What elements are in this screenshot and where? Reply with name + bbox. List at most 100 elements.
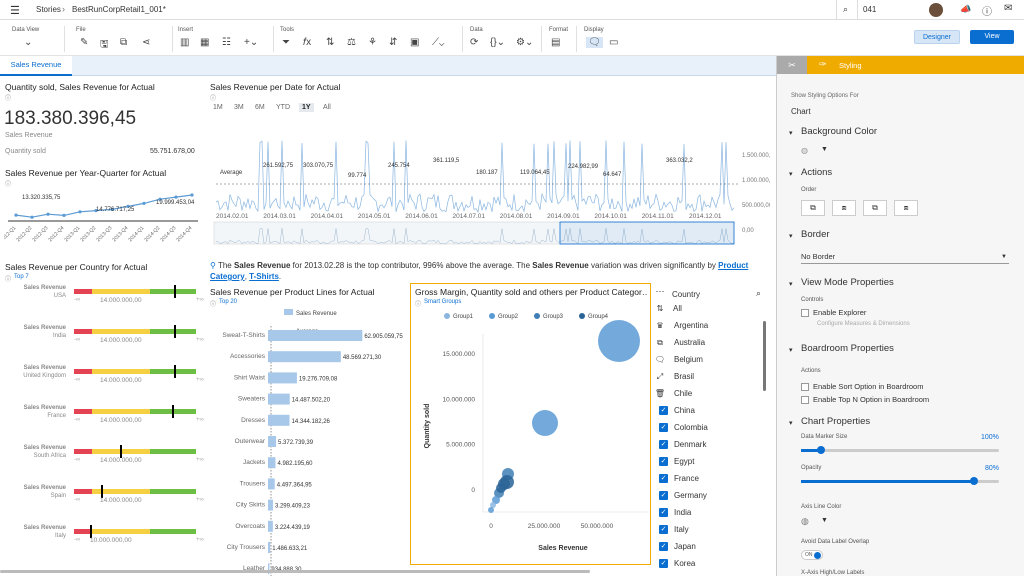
checkbox-checked-icon[interactable]: ✓ [659,559,668,569]
navigator-selection[interactable] [559,221,735,245]
input-control-icon[interactable]: ☷ [222,37,231,48]
topn-option-checkbox[interactable]: Enable Top N Option in Boardroom [801,395,929,405]
checkbox-checked-icon[interactable]: ✓ [659,440,668,450]
styling-tab[interactable]: ✑ Styling [807,56,1024,74]
notifications-icon[interactable]: ✉ [1004,3,1013,14]
data-settings-icon[interactable]: ⚙⌄ [516,37,534,48]
scrollbar[interactable] [763,321,766,391]
bar[interactable] [268,330,363,341]
section-actions[interactable]: Actions [801,167,833,178]
filter-item[interactable]: ✓ Japan [659,542,696,552]
collapse-icon[interactable]: ▾ [789,171,793,178]
range-button-1y[interactable]: 1Y [299,103,314,112]
sort-option-checkbox[interactable]: Enable Sort Option in Boardroom [801,382,923,392]
filter-item[interactable]: Brasil [659,372,694,381]
share-icon[interactable]: ⋖ [142,37,151,48]
bar[interactable] [268,542,271,553]
filter-item[interactable]: ✓ Colombia [659,423,708,433]
copy-icon[interactable]: ⧉ [120,37,128,48]
search-icon[interactable]: ⌕ [756,288,762,298]
filter-item[interactable]: ✓ Egypt [659,457,694,467]
filter-item[interactable]: Chile [659,389,692,398]
send-backward-icon[interactable]: ⧉ [863,200,887,216]
avoid-overlap-toggle[interactable]: ON [801,550,823,560]
image-icon[interactable]: ▣ [410,37,420,48]
comment-menu-icon[interactable]: 🗨 [654,355,666,364]
filter-item[interactable]: Argentina [659,321,708,330]
filter-item[interactable]: ✓ Italy [659,525,689,535]
bubble[interactable] [492,496,500,504]
formula-icon[interactable]: 𝑓x [303,37,312,48]
collapse-icon[interactable]: ▾ [789,281,793,288]
range-button-1m[interactable]: 1M [213,104,223,111]
section-view-mode[interactable]: View Mode Properties [801,277,894,288]
insight-link-dimension[interactable]: Product Category [210,261,749,281]
bar[interactable] [268,351,341,363]
sort-menu-icon[interactable]: ⇅ [656,304,664,313]
bar[interactable] [268,499,273,511]
range-button-3m[interactable]: 3M [234,104,244,111]
bar[interactable] [268,393,290,405]
filter-item-all[interactable]: All [673,304,682,313]
format-icon[interactable]: ▤ [551,37,561,48]
refresh-icon[interactable]: ⟳ [470,37,479,48]
sort-icon[interactable]: ⇅ [326,37,335,48]
chart-icon[interactable]: ▥ [180,37,190,48]
filter-item[interactable]: ✓ India [659,508,691,518]
rank-icon[interactable]: ⇵ [389,37,398,48]
checkbox-checked-icon[interactable]: ✓ [659,491,668,501]
bubble[interactable] [500,475,514,489]
search-input[interactable]: 041 [863,5,877,14]
filter-item[interactable]: ✓ Denmark [659,440,706,450]
breadcrumb-stories[interactable]: Stories [36,5,61,14]
trend-icon[interactable]: ⟋⌄ [432,37,445,48]
border-select[interactable]: No Border ▼ [801,250,1009,264]
insight-link-member[interactable]: T-Shirts [249,272,279,281]
bar[interactable] [268,478,275,490]
range-button-ytd[interactable]: YTD [276,104,290,111]
rank-menu-icon[interactable]: ♛ [656,321,664,330]
scale-icon[interactable]: ⚖ [347,37,356,48]
filter-item[interactable]: ✓ France [659,474,699,484]
filter-icon[interactable]: ⏷ [282,37,290,48]
bar[interactable] [268,457,276,469]
designer-button[interactable]: Designer [914,30,960,44]
collapse-icon[interactable]: ▾ [789,233,793,240]
collapse-icon[interactable]: ▾ [789,420,793,427]
announcement-icon[interactable]: 📣 [960,4,972,14]
bring-to-front-icon[interactable]: ⧉ [801,200,825,216]
section-boardroom[interactable]: Boardroom Properties [801,343,894,354]
bar[interactable] [268,372,297,384]
filter-item[interactable]: Belgium [659,355,703,364]
collapse-icon[interactable]: ▾ [789,130,793,137]
search-icon[interactable]: ⌕ [843,4,849,14]
filter-item[interactable]: Australia [659,338,705,347]
add-icon[interactable]: +⌄ [244,37,259,48]
bar[interactable] [268,563,270,575]
chevron-down-icon[interactable]: ▼ [821,146,828,153]
slider-handle[interactable] [969,477,978,485]
bar[interactable] [268,436,277,447]
more-icon[interactable]: ⋯ [655,286,665,296]
tab-sales-revenue[interactable]: Sales Revenue [0,56,72,76]
slider-handle[interactable] [816,446,825,454]
bar[interactable] [268,520,273,532]
comment-icon[interactable]: 🗨 [586,37,603,48]
fullscreen-icon[interactable]: ⤢ [656,372,664,381]
range-button-all[interactable]: All [323,104,331,111]
filter-item[interactable]: ✓ Germany [659,491,707,501]
menu-icon[interactable]: ☰ [10,5,20,17]
delete-icon[interactable]: 🗑 [654,389,666,398]
layout-icon[interactable]: ▭ [609,37,619,48]
send-to-back-icon[interactable]: ⧈ [894,200,918,216]
checkbox-checked-icon[interactable]: ✓ [659,457,668,467]
bubble[interactable] [490,502,496,508]
bubble[interactable] [488,507,494,513]
collapse-icon[interactable]: ▾ [789,347,793,354]
section-chart-properties[interactable]: Chart Properties [801,416,871,427]
edit-icon[interactable]: ✎ [80,37,89,48]
product-lines-chart[interactable]: Sales Revenue Average Sweat-T-Shirts62.9… [208,306,408,576]
filter-item[interactable]: ✓ Korea [659,559,695,569]
copy-menu-icon[interactable]: ⧉ [657,338,663,347]
checkbox-checked-icon[interactable]: ✓ [659,542,668,552]
